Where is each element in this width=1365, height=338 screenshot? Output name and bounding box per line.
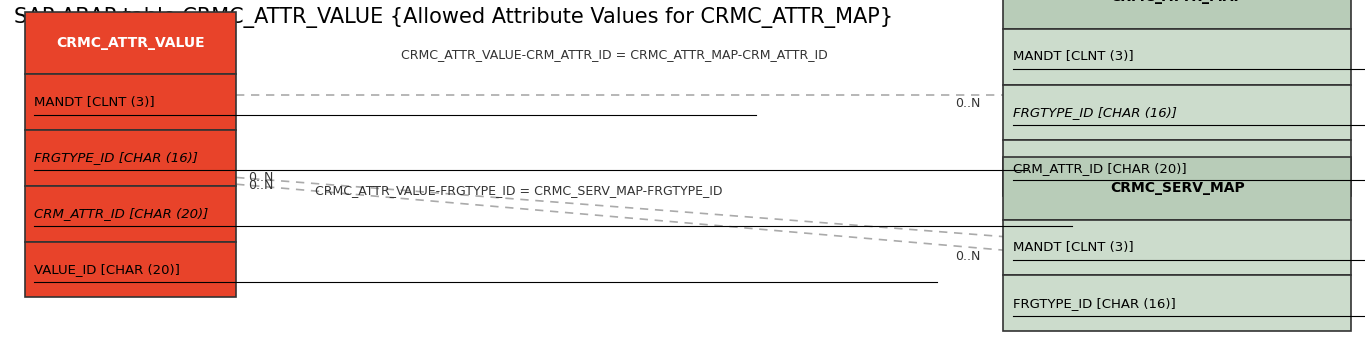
FancyBboxPatch shape bbox=[1003, 220, 1351, 275]
Text: MANDT [CLNT (3)]: MANDT [CLNT (3)] bbox=[1013, 241, 1133, 254]
FancyBboxPatch shape bbox=[1003, 275, 1351, 331]
Text: 0..N: 0..N bbox=[248, 179, 274, 192]
Text: CRMC_ATTR_MAP: CRMC_ATTR_MAP bbox=[1111, 0, 1244, 4]
FancyBboxPatch shape bbox=[25, 186, 236, 242]
FancyBboxPatch shape bbox=[1003, 0, 1351, 29]
Text: SAP ABAP table CRMC_ATTR_VALUE {Allowed Attribute Values for CRMC_ATTR_MAP}: SAP ABAP table CRMC_ATTR_VALUE {Allowed … bbox=[14, 7, 893, 28]
Text: MANDT [CLNT (3)]: MANDT [CLNT (3)] bbox=[34, 96, 154, 109]
FancyBboxPatch shape bbox=[1003, 157, 1351, 220]
Text: CRM_ATTR_ID [CHAR (20)]: CRM_ATTR_ID [CHAR (20)] bbox=[1013, 162, 1186, 175]
Text: CRMC_SERV_MAP: CRMC_SERV_MAP bbox=[1110, 182, 1245, 195]
Text: VALUE_ID [CHAR (20)]: VALUE_ID [CHAR (20)] bbox=[34, 263, 180, 276]
Text: FRGTYPE_ID [CHAR (16)]: FRGTYPE_ID [CHAR (16)] bbox=[1013, 297, 1175, 310]
FancyBboxPatch shape bbox=[1003, 84, 1351, 140]
Text: CRMC_ATTR_VALUE-FRGTYPE_ID = CRMC_SERV_MAP-FRGTYPE_ID: CRMC_ATTR_VALUE-FRGTYPE_ID = CRMC_SERV_M… bbox=[315, 185, 722, 197]
Text: 0..N: 0..N bbox=[248, 171, 274, 184]
FancyBboxPatch shape bbox=[25, 242, 236, 297]
Text: 0..N: 0..N bbox=[954, 97, 980, 110]
FancyBboxPatch shape bbox=[25, 74, 236, 130]
Text: CRMC_ATTR_VALUE: CRMC_ATTR_VALUE bbox=[56, 36, 205, 50]
FancyBboxPatch shape bbox=[1003, 140, 1351, 196]
Text: FRGTYPE_ID [CHAR (16)]: FRGTYPE_ID [CHAR (16)] bbox=[34, 151, 198, 165]
Text: MANDT [CLNT (3)]: MANDT [CLNT (3)] bbox=[1013, 50, 1133, 63]
FancyBboxPatch shape bbox=[25, 12, 236, 74]
Text: FRGTYPE_ID [CHAR (16)]: FRGTYPE_ID [CHAR (16)] bbox=[1013, 106, 1177, 119]
Text: 0..N: 0..N bbox=[954, 250, 980, 263]
Text: CRM_ATTR_ID [CHAR (20)]: CRM_ATTR_ID [CHAR (20)] bbox=[34, 207, 209, 220]
FancyBboxPatch shape bbox=[1003, 29, 1351, 84]
Text: CRMC_ATTR_VALUE-CRM_ATTR_ID = CRMC_ATTR_MAP-CRM_ATTR_ID: CRMC_ATTR_VALUE-CRM_ATTR_ID = CRMC_ATTR_… bbox=[401, 48, 827, 61]
FancyBboxPatch shape bbox=[25, 130, 236, 186]
